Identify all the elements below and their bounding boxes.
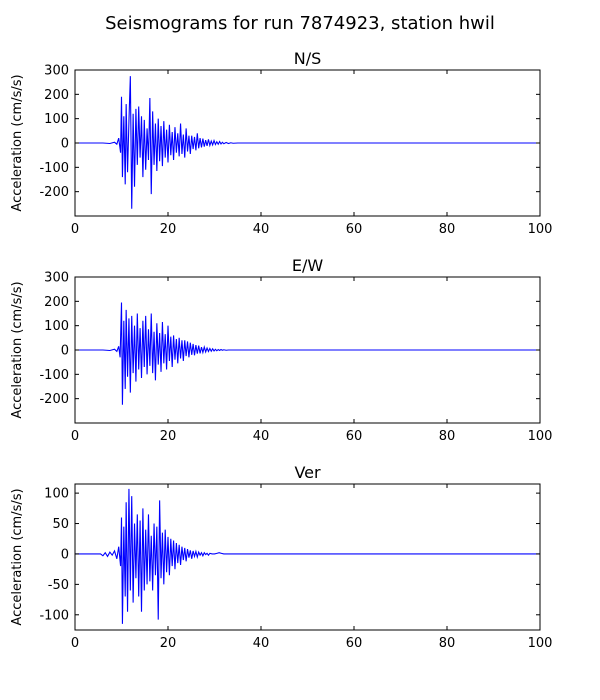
y-axis-label: Acceleration (cm/s/s) bbox=[10, 281, 25, 418]
y-tick-label: 0 bbox=[61, 344, 69, 359]
axes-frame bbox=[74, 483, 541, 631]
x-tick-label: 40 bbox=[253, 222, 270, 237]
x-tick-label: 0 bbox=[71, 429, 79, 444]
series-line bbox=[75, 488, 540, 624]
x-tick-label: 100 bbox=[528, 429, 553, 444]
series-line bbox=[75, 76, 540, 209]
x-tick-label: 100 bbox=[528, 636, 553, 651]
x-tick-label: 100 bbox=[528, 222, 553, 237]
y-tick-label: 100 bbox=[44, 112, 69, 127]
x-tick-label: 0 bbox=[71, 636, 79, 651]
y-tick-label: -50 bbox=[48, 578, 69, 593]
y-axis-label: Acceleration (cm/s/s) bbox=[10, 74, 25, 211]
series-line bbox=[75, 302, 540, 405]
panel-title: Ver bbox=[294, 463, 321, 482]
y-tick-label: 100 bbox=[44, 487, 69, 502]
x-tick-label: 0 bbox=[71, 222, 79, 237]
y-axis-label: Acceleration (cm/s/s) bbox=[10, 488, 25, 625]
panels: 0 20 40 60 80 100-200-1000100200300N/SAcceler… bbox=[10, 49, 552, 651]
y-tick-label: 0 bbox=[61, 547, 69, 562]
y-tick-label: 200 bbox=[44, 88, 69, 103]
x-tick-label: 80 bbox=[439, 429, 456, 444]
x-tick-label: 40 bbox=[253, 636, 270, 651]
panel-2: 0 20 40 60 80 100 -200 -100 0 100 200 300 E/W Acceler… bbox=[10, 256, 552, 444]
x-tick-label: 20 bbox=[160, 636, 177, 651]
y-tick-label: -100 bbox=[39, 608, 69, 623]
panel-title: E/W bbox=[292, 256, 324, 275]
panel-3: 0 20 40 60 80 100 -100 -50 0 50 100 Ver Acceleration… bbox=[10, 463, 552, 651]
y-tick-label: 300 bbox=[44, 271, 69, 286]
x-tick-label: 60 bbox=[346, 636, 363, 651]
y-tick-label: 200 bbox=[44, 295, 69, 310]
x-tick-label: 40 bbox=[253, 429, 270, 444]
y-tick-label: 0 bbox=[61, 137, 69, 152]
x-tick-label: 60 bbox=[346, 429, 363, 444]
x-tick-label: 80 bbox=[439, 222, 456, 237]
y-tick-label: 50 bbox=[52, 517, 69, 532]
y-tick-label: -200 bbox=[39, 185, 69, 200]
y-tick-label: 100 bbox=[44, 319, 69, 334]
panel-1: 0 20 40 60 80 100 -200 -100 0 100 200 300 N/S Acceler… bbox=[10, 49, 552, 237]
figure-title: Seismograms for run 7874923, station hwi… bbox=[105, 13, 495, 34]
x-tick-label: 60 bbox=[346, 222, 363, 237]
y-tick-label: -100 bbox=[39, 161, 69, 176]
y-tick-label: 300 bbox=[44, 64, 69, 79]
x-tick-label: 20 bbox=[160, 222, 177, 237]
y-tick-label: -200 bbox=[39, 392, 69, 407]
y-tick-label: -100 bbox=[39, 368, 69, 383]
x-tick-label: 80 bbox=[439, 636, 456, 651]
x-tick-label: 20 bbox=[160, 429, 177, 444]
panel-title: N/S bbox=[294, 49, 322, 68]
